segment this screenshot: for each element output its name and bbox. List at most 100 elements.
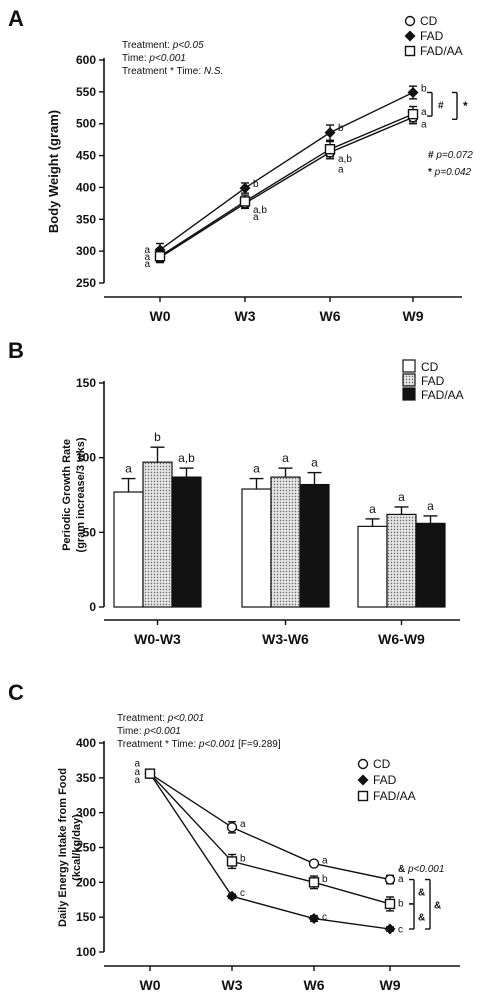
y-axis-label: Daily Energy Intake from Food — [57, 768, 69, 927]
x-tick-label: W0 — [150, 308, 171, 324]
x-tick-label: W0-W3 — [134, 631, 181, 647]
y-tick-label: 250 — [76, 276, 96, 290]
point-label: b — [398, 899, 404, 910]
point-label: a — [134, 767, 140, 778]
data-point-FAD/AA — [239, 196, 251, 207]
legend-label: FAD/AA — [420, 44, 463, 58]
stat-line: Time: p<0.001 — [122, 53, 186, 64]
bar-FAD/AA — [299, 483, 330, 608]
y-tick-label: 450 — [76, 149, 96, 163]
point-label: b — [322, 874, 328, 885]
point-label: a — [338, 164, 344, 175]
legend-label: CD — [421, 360, 439, 374]
point-label: a,b — [253, 205, 267, 216]
series-line-FAD — [159, 91, 414, 251]
point-label: a — [421, 107, 427, 118]
point-label: a,b — [338, 154, 352, 165]
legend-swatch — [402, 387, 416, 401]
y-axis-label-2: (gram increase/3 wks) — [75, 437, 87, 552]
data-point-FAD/AA — [226, 856, 238, 867]
x-tick-label: W3 — [222, 977, 243, 993]
x-tick-label: W6-W9 — [378, 631, 425, 647]
bar-FAD — [270, 476, 301, 608]
point-label: c — [398, 924, 403, 935]
stat-value: p<0.001 — [143, 726, 180, 737]
bar-FAD — [386, 513, 417, 608]
point-label: b — [240, 853, 246, 864]
point-label: a — [144, 252, 150, 263]
p-note: & p<0.001 — [398, 864, 444, 875]
bar-label: a — [369, 502, 376, 516]
y-tick-label: 400 — [76, 736, 96, 750]
stat-value: p<0.001 — [148, 53, 185, 64]
stat-line: Treatment: p<0.05 — [122, 40, 204, 51]
data-point-FAD/AA — [144, 768, 156, 779]
bar-label: a — [253, 462, 260, 476]
bar-label: b — [154, 430, 161, 444]
bar-label: a — [311, 456, 318, 470]
p-note-value: p=0.072 — [435, 150, 473, 161]
y-tick-label: 200 — [76, 875, 96, 889]
bar-FAD/AA — [415, 522, 446, 608]
data-point-FAD/AA — [308, 877, 320, 888]
panel-B: B Periodic Growth Rate (gram increase/3 wk… — [8, 338, 464, 647]
p-note: * p=0.042 — [428, 167, 472, 178]
y-axis-label: Periodic Growth Rate — [61, 439, 73, 551]
sig-symbol: & — [418, 888, 425, 899]
point-label: a — [144, 245, 150, 256]
y-tick-label: 150 — [76, 376, 96, 390]
data-point-FAD — [384, 923, 396, 935]
series-line-FAD/AA — [149, 773, 391, 905]
y-axis-label: Body Weight (gram) — [46, 110, 61, 233]
bar-FAD/AA — [171, 476, 202, 608]
y-tick-label: 500 — [76, 117, 96, 131]
x-tick-label: W3 — [235, 308, 256, 324]
y-tick-label: 50 — [83, 525, 97, 539]
panel-C: C Daily Energy Intake from Food (kcal/kg/d… — [8, 680, 460, 993]
point-label: a — [253, 212, 259, 223]
bar-FAD — [142, 461, 173, 608]
legend-marker — [357, 774, 369, 786]
series-line-FAD — [149, 773, 391, 930]
sig-symbol: # — [438, 100, 444, 111]
point-label: a — [421, 120, 427, 131]
panel-letter: C — [8, 680, 24, 705]
legend-label: FAD — [420, 29, 444, 43]
p-note-symbol: & — [398, 864, 408, 875]
data-point-CD — [226, 822, 238, 833]
bar-label: a,b — [178, 451, 195, 465]
point-label: a — [134, 775, 140, 786]
panel-A: A Body Weight (gram) 250 300 350 400 450 500 550… — [8, 6, 473, 324]
legend-marker — [357, 790, 369, 802]
point-label: a — [134, 759, 140, 770]
x-tick-label: W6 — [304, 977, 325, 993]
point-label: b — [338, 123, 344, 134]
sig-symbol: & — [434, 900, 441, 911]
y-tick-label: 300 — [76, 244, 96, 258]
data-point-FAD — [308, 913, 320, 925]
p-note-value: p<0.001 — [407, 864, 444, 875]
stat-label: Treatment: — [117, 713, 168, 724]
point-label: a — [240, 819, 246, 830]
y-tick-label: 0 — [89, 600, 96, 614]
point-label: c — [240, 888, 245, 899]
stat-extra: [F=9.289] — [235, 739, 281, 750]
data-point-FAD — [407, 86, 419, 98]
y-tick-label: 400 — [76, 180, 96, 194]
bar-CD — [357, 525, 388, 608]
p-note-value: p=0.042 — [434, 167, 472, 178]
stat-label: Treatment: — [122, 40, 173, 51]
data-point-FAD — [239, 182, 251, 194]
stat-label: Time: — [122, 53, 149, 64]
stat-line: Treatment: p<0.001 — [117, 713, 204, 724]
sig-symbol: * — [463, 99, 468, 113]
legend-label: FAD/AA — [421, 388, 464, 402]
point-label: b — [421, 83, 427, 94]
y-tick-label: 300 — [76, 806, 96, 820]
stat-label: Treatment * Time: — [122, 66, 204, 77]
point-label: c — [322, 912, 327, 923]
x-tick-label: W9 — [380, 977, 401, 993]
y-tick-label: 550 — [76, 85, 96, 99]
y-tick-label: 350 — [76, 771, 96, 785]
